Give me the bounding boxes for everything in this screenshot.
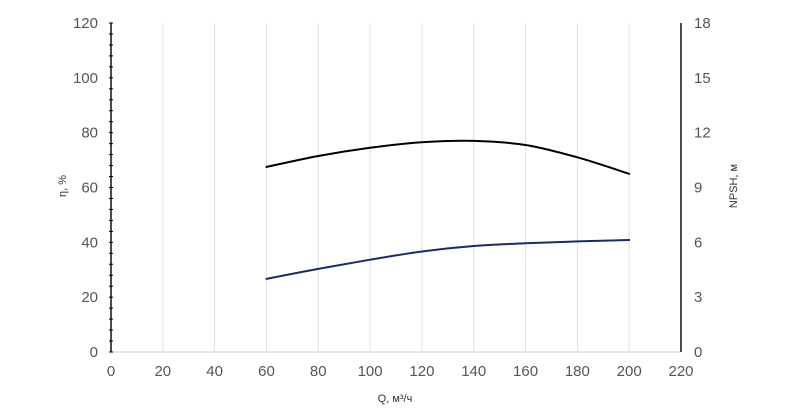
y2-tick-label: 9: [694, 180, 702, 197]
y-tick-label: 0: [90, 344, 98, 361]
tick-labels: 0 20 40 60 80 100 120 140 160 180 200 2200204060801…: [73, 15, 711, 380]
y-tick-label: 60: [81, 180, 98, 197]
y2-tick-label: 6: [694, 234, 702, 251]
y-tick-label: 80: [81, 125, 98, 142]
x-tick-label: 160: [513, 363, 538, 380]
efficiency-curve: [265, 139, 631, 175]
x-tick-label: 200: [617, 363, 642, 380]
y2-axis-label: NPSH, м: [728, 164, 740, 208]
y2-tick-label: 15: [694, 70, 711, 87]
series-group: [265, 139, 631, 280]
axes: [109, 22, 682, 353]
y2-tick-label: 3: [694, 289, 702, 306]
x-tick-label: 100: [358, 363, 383, 380]
x-tick-label: 80: [310, 363, 327, 380]
x-tick-label: 120: [409, 363, 434, 380]
x-axis-label: Q, м³/ч: [378, 393, 413, 405]
x-tick-label: 20: [154, 363, 171, 380]
x-tick-label: 40: [206, 363, 223, 380]
y-axis-label: η, %: [57, 175, 69, 197]
grid-lines: [162, 23, 630, 352]
y-tick-label: 20: [81, 289, 98, 306]
x-tick-label: 140: [461, 363, 486, 380]
x-tick-label: 220: [668, 363, 693, 380]
npsh-curve: [265, 238, 631, 280]
x-tick-label: 180: [565, 363, 590, 380]
y-tick-label: 40: [81, 234, 98, 251]
y-tick-label: 100: [73, 70, 98, 87]
x-tick-label: 0: [107, 363, 115, 380]
y2-tick-label: 18: [694, 15, 711, 32]
x-tick-label: 60: [258, 363, 275, 380]
y-tick-label: 120: [73, 15, 98, 32]
y2-tick-label: 0: [694, 344, 702, 361]
y2-tick-label: 12: [694, 125, 711, 142]
